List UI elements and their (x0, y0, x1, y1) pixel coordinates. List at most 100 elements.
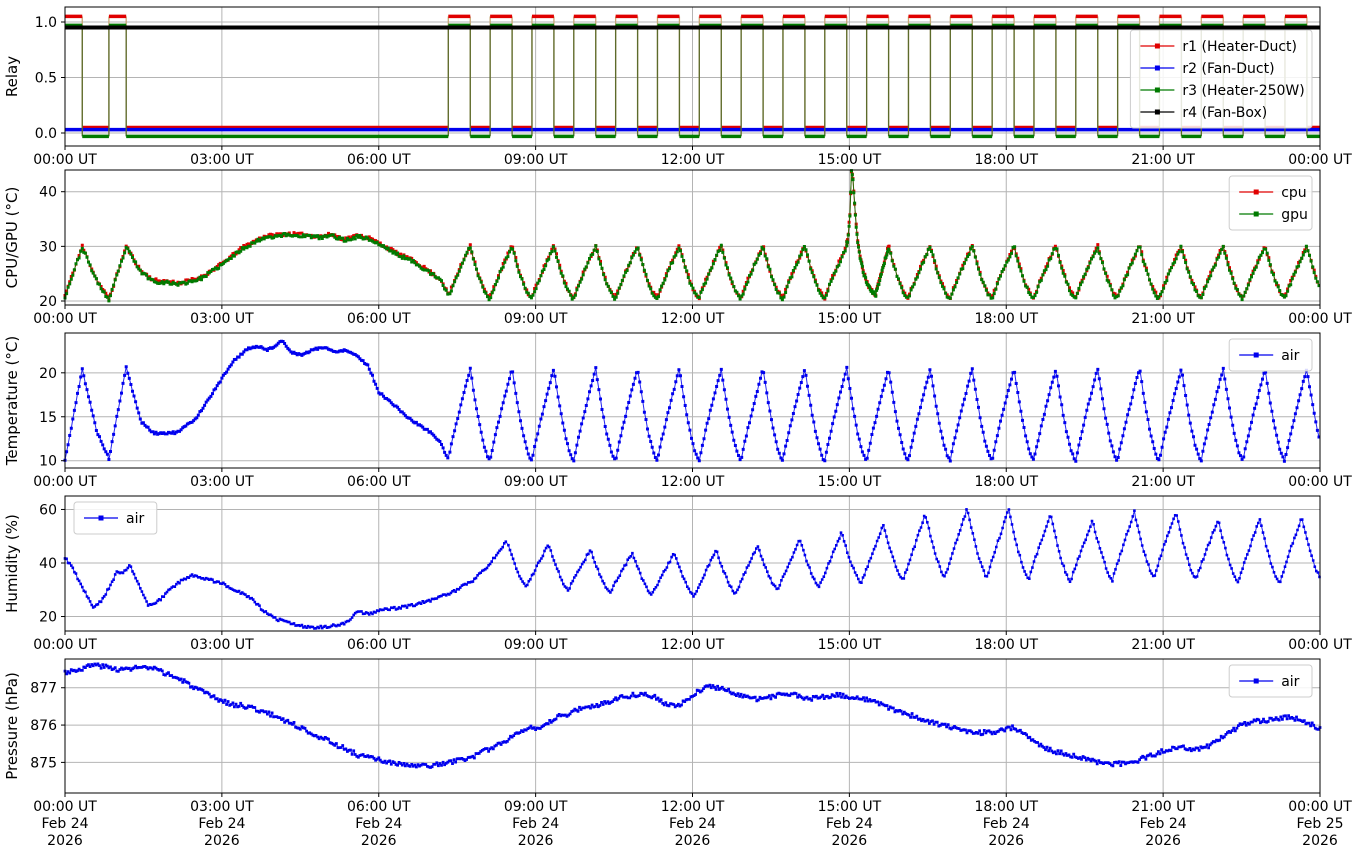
xtick-label: 00:00 UT (33, 152, 97, 168)
xtick-year: 2026 (988, 833, 1024, 849)
y-axis-label: Humidity (%) (3, 514, 21, 613)
xtick-label: 06:00 UT (347, 152, 411, 168)
series-air (63, 339, 1321, 463)
xtick-label: 00:00 UT (1288, 152, 1352, 168)
xtick-date: Feb 24 (983, 816, 1030, 832)
xtick-label: 00:00 UT (33, 311, 97, 327)
ytick-label: 30 (39, 239, 57, 255)
xtick-label: 15:00 UT (818, 311, 882, 327)
legend-sample-marker (1253, 189, 1259, 195)
xtick-label: 21:00 UT (1131, 152, 1195, 168)
xtick-date: Feb 24 (355, 816, 402, 832)
legend-sample-marker (98, 515, 104, 521)
xtick-date: Feb 25 (1296, 816, 1343, 832)
xtick-label: 09:00 UT (504, 474, 568, 490)
legend-label: air (1281, 348, 1299, 364)
xtick-label: 12:00 UT (661, 311, 725, 327)
legend-sample-marker (1253, 352, 1259, 358)
xtick-label: 12:00 UT (661, 637, 725, 653)
ytick-label: 0.0 (35, 126, 57, 142)
y-axis-label: Relay (3, 56, 21, 97)
xtick-year: 2026 (47, 833, 83, 849)
xtick-date: Feb 24 (512, 816, 559, 832)
legend-label: r2 (Fan-Duct) (1182, 61, 1274, 77)
ytick-label: 10 (39, 454, 57, 470)
series-air (63, 662, 1322, 769)
xtick-label: 18:00 UT (974, 152, 1038, 168)
xtick-label: 21:00 UT (1131, 474, 1195, 490)
xtick-year: 2026 (518, 833, 554, 849)
xtick-label: 00:00 UT (33, 474, 97, 490)
xtick-label: 06:00 UT (347, 799, 411, 815)
legend: air (1228, 338, 1313, 372)
xtick-label: 18:00 UT (974, 637, 1038, 653)
xtick-label: 03:00 UT (190, 637, 254, 653)
xtick-date: Feb 24 (826, 816, 873, 832)
xtick-year: 2026 (1302, 833, 1338, 849)
series-gpu (63, 169, 1321, 303)
ytick-label: 20 (39, 366, 57, 382)
ytick-label: 877 (30, 681, 57, 697)
ytick-label: 1.0 (35, 15, 57, 31)
series-markers-gpu (63, 169, 1321, 303)
ytick-label: 40 (39, 556, 57, 572)
xtick-year: 2026 (1145, 833, 1181, 849)
xtick-label: 00:00 UT (33, 637, 97, 653)
xtick-year: 2026 (361, 833, 397, 849)
xtick-label: 00:00 UT (1288, 637, 1352, 653)
panel-humidity: 20 40 60 00:00 UT 03:00 UT 06:00 UT 09:00 UT 12… (3, 495, 1352, 653)
series-markers-air (63, 339, 1321, 463)
xtick-label: 21:00 UT (1131, 799, 1195, 815)
xtick-label: 09:00 UT (504, 637, 568, 653)
legend-label: r1 (Heater-Duct) (1182, 39, 1297, 55)
legend-sample-marker (1154, 87, 1160, 93)
xtick-label: 12:00 UT (661, 799, 725, 815)
y-axis-label: Temperature (°C) (3, 336, 21, 466)
xtick-label: 15:00 UT (818, 799, 882, 815)
xtick-label: 06:00 UT (347, 474, 411, 490)
panel-cpu_gpu: 20 30 40 00:00 UT 03:00 UT 06:00 UT 09:00 UT 12… (3, 169, 1352, 327)
xtick-label: 15:00 UT (818, 152, 882, 168)
legend-sample-marker (1253, 678, 1259, 684)
xtick-label: 15:00 UT (818, 637, 882, 653)
xtick-date: Feb 24 (1140, 816, 1187, 832)
xtick-label: 09:00 UT (504, 311, 568, 327)
xtick-label: 03:00 UT (190, 311, 254, 327)
legend-label: air (1281, 674, 1299, 690)
xtick-label: 21:00 UT (1131, 311, 1195, 327)
xtick-label: 00:00 UT (1288, 799, 1352, 815)
ytick-label: 60 (39, 502, 57, 518)
panel-relay: 0.0 0.5 1.0 00:00 UT 03:00 UT 06:00 UT 09:00 U… (3, 6, 1352, 168)
xtick-label: 15:00 UT (818, 474, 882, 490)
xtick-label: 06:00 UT (347, 311, 411, 327)
legend: air (1228, 664, 1313, 698)
xtick-label: 21:00 UT (1131, 637, 1195, 653)
legend-sample-marker (1154, 109, 1160, 115)
legend-label: gpu (1281, 207, 1308, 223)
xtick-label: 06:00 UT (347, 637, 411, 653)
legend: r1 (Heater-Duct) r2 (Fan-Duct) r3 (Heater-… (1129, 29, 1313, 129)
legend: air (73, 501, 158, 535)
xtick-label: 12:00 UT (661, 152, 725, 168)
y-axis-label: CPU/GPU (°C) (3, 187, 21, 289)
xtick-label: 09:00 UT (504, 152, 568, 168)
ytick-label: 20 (39, 610, 57, 626)
xtick-label: 18:00 UT (974, 474, 1038, 490)
xtick-year: 2026 (204, 833, 240, 849)
ytick-label: 20 (39, 294, 57, 310)
xtick-year: 2026 (832, 833, 868, 849)
xtick-label: 03:00 UT (190, 474, 254, 490)
legend-label: r4 (Fan-Box) (1182, 105, 1267, 121)
xtick-label: 00:00 UT (1288, 311, 1352, 327)
legend-label: r3 (Heater-250W) (1182, 83, 1304, 99)
ytick-label: 15 (39, 410, 57, 426)
xtick-year: 2026 (675, 833, 711, 849)
ytick-label: 0.5 (35, 70, 57, 86)
xtick-date: Feb 24 (41, 816, 88, 832)
ytick-label: 875 (30, 755, 57, 771)
xtick-label: 03:00 UT (190, 152, 254, 168)
y-axis-label: Pressure (hPa) (3, 672, 21, 780)
xtick-label: 00:00 UT (1288, 474, 1352, 490)
